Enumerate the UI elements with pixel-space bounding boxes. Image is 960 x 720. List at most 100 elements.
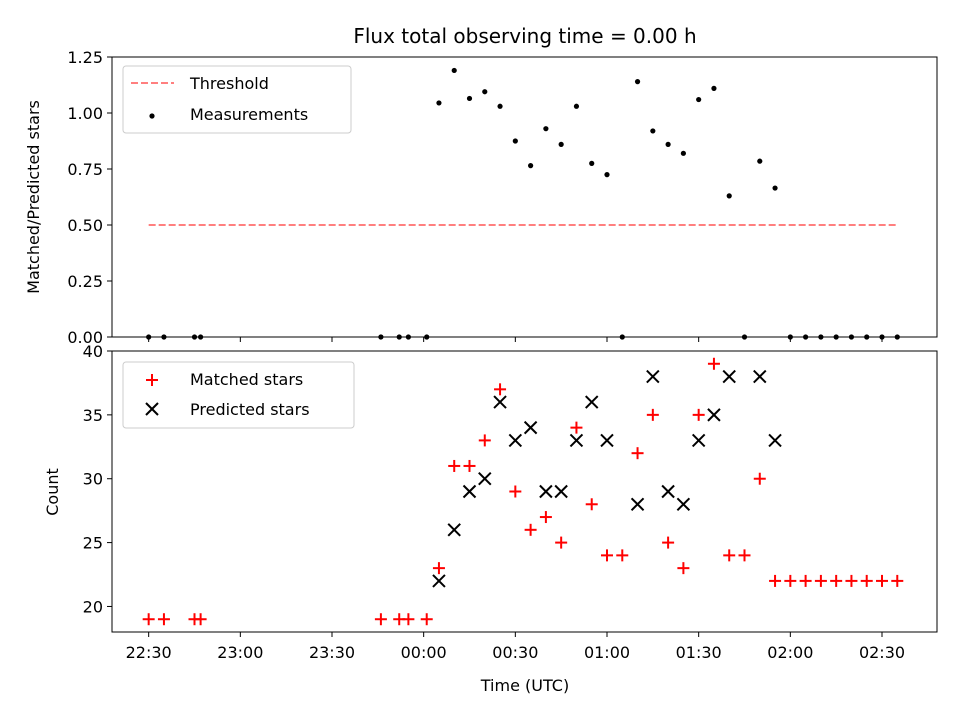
matched-star-point — [616, 549, 629, 562]
matched-star-point — [723, 549, 736, 562]
bottom-y-tick-label: 40 — [83, 342, 103, 361]
measurement-point — [711, 85, 717, 91]
predicted-star-point — [630, 497, 645, 511]
matched-star-point — [478, 434, 491, 447]
matched-star-point — [539, 511, 552, 524]
predicted-star-point — [691, 433, 706, 448]
measurement-point — [665, 141, 671, 147]
matched-star-point — [524, 523, 537, 536]
bottom-y-tick-label: 20 — [83, 597, 103, 616]
x-axis-label: Time (UTC) — [480, 676, 569, 695]
matched-star-point — [769, 574, 782, 587]
predicted-legend-swatch — [145, 402, 159, 416]
predicted-legend-label: Predicted stars — [190, 400, 310, 419]
matched-star-point — [845, 574, 858, 587]
predicted-star-point — [676, 497, 691, 511]
bottom-legend-box — [122, 361, 355, 429]
predicted-star-point — [523, 420, 538, 435]
predicted-star-point — [539, 484, 553, 499]
matched-star-point — [402, 613, 415, 626]
matched-star-point — [830, 574, 843, 587]
measurement-point — [680, 150, 686, 156]
matched-star-point — [814, 574, 827, 587]
x-tick-label: 02:30 — [859, 643, 905, 662]
matched-star-point — [555, 536, 568, 549]
top-y-tick-label: 1.00 — [67, 104, 103, 123]
measurement-point — [634, 79, 641, 85]
top-legend: Threshold Measurements — [122, 65, 352, 134]
matched-star-point — [662, 536, 675, 549]
predicted-star-point — [432, 574, 446, 588]
matched-star-point — [601, 549, 613, 562]
predicted-star-point — [646, 369, 660, 384]
matched-star-point — [570, 421, 583, 434]
predicted-star-point — [447, 523, 461, 537]
bottom-y-tick-label: 25 — [83, 534, 103, 553]
predicted-star-point — [508, 433, 523, 448]
matched-star-point — [157, 613, 170, 626]
measurement-point — [512, 138, 518, 144]
measurement-point — [726, 193, 732, 199]
matched-star-point — [707, 357, 720, 370]
top-y-tick-label: 0.00 — [67, 328, 103, 347]
matched-legend-swatch — [146, 374, 158, 386]
measurement-point — [573, 103, 580, 109]
bottom-legend: Matched stars Predicted stars — [122, 361, 355, 429]
top-panel: 0.00 0.25 0.50 0.75 1.00 1.25 Matched/Predict… — [24, 48, 938, 347]
matched-star-point — [631, 447, 644, 460]
predicted-star-point — [493, 395, 507, 409]
measurements-legend-label: Measurements — [190, 105, 308, 124]
matched-star-point — [860, 574, 873, 587]
top-y-axis-label: Matched/Predicted stars — [24, 100, 43, 294]
bottom-plot-area: 20 25 30 35 40 22:30 23:00 23:30 00:00 00:30 01:00… — [83, 342, 905, 662]
bottom-y-axis-label: Count — [43, 468, 62, 516]
bottom-y-tick-label: 30 — [83, 470, 103, 489]
measurement-point — [436, 100, 442, 106]
measurement-point — [497, 103, 503, 109]
measurement-point — [451, 67, 457, 74]
measurement-point — [772, 185, 778, 191]
measurement-point — [757, 158, 763, 164]
matched-star-point — [891, 574, 904, 587]
predicted-star-point — [661, 484, 675, 499]
x-tick-label: 01:00 — [584, 643, 630, 662]
predicted-star-point — [722, 369, 736, 384]
x-tick-label: 00:30 — [492, 643, 538, 662]
top-y-tick-label: 0.25 — [67, 272, 103, 291]
matched-star-point — [494, 383, 507, 396]
bottom-y-tick-label: 35 — [83, 406, 103, 425]
measurement-point — [604, 172, 610, 178]
matched-star-point — [509, 485, 522, 498]
predicted-star-point — [753, 369, 767, 384]
matched-legend-label: Matched stars — [190, 370, 303, 389]
matched-star-point — [448, 459, 461, 472]
matched-star-point — [463, 459, 476, 472]
matched-star-point — [753, 472, 766, 485]
x-tick-label: 00:00 — [401, 643, 447, 662]
measurements-legend-swatch — [149, 113, 155, 119]
matched-star-point — [677, 562, 690, 575]
top-y-tick-label: 0.50 — [67, 216, 103, 235]
x-tick-label: 23:00 — [217, 643, 263, 662]
top-y-tick-label: 0.75 — [67, 160, 103, 179]
x-tick-label: 22:30 — [126, 643, 172, 662]
measurement-point — [466, 95, 473, 102]
measurement-point — [696, 96, 702, 103]
predicted-star-point — [768, 433, 782, 448]
predicted-star-point — [478, 472, 492, 486]
matched-star-point — [585, 498, 598, 511]
x-tick-label: 23:30 — [309, 643, 355, 662]
predicted-star-point — [585, 395, 599, 409]
predicted-star-point — [600, 433, 614, 448]
measurement-point — [482, 89, 488, 95]
threshold-legend-label: Threshold — [189, 74, 269, 93]
predicted-star-point — [462, 484, 477, 499]
matched-star-point — [876, 574, 888, 587]
matched-star-point — [799, 574, 812, 587]
predicted-star-point — [707, 408, 721, 422]
measurement-point — [528, 163, 534, 169]
top-y-tick-label: 1.25 — [67, 48, 103, 67]
x-tick-label: 02:00 — [767, 643, 813, 662]
matched-star-point — [432, 562, 445, 575]
